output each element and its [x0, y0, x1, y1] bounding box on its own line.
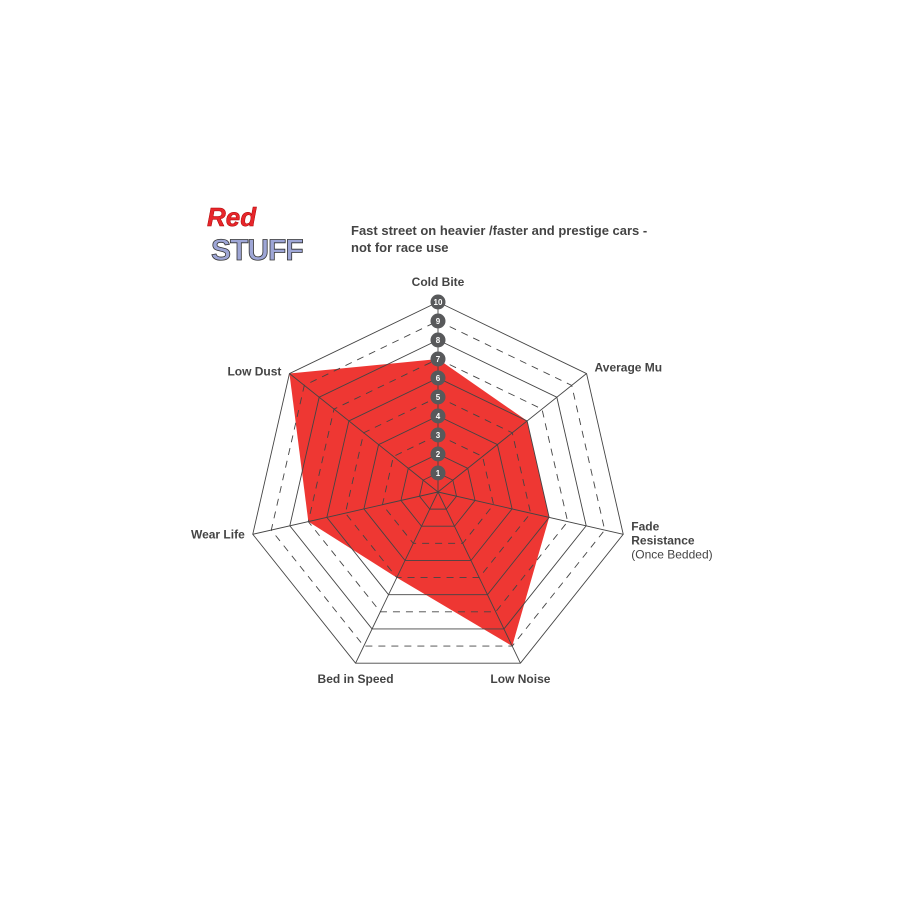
axis-label: Low Noise: [490, 672, 550, 686]
grid-ring-2: [400, 453, 476, 527]
tick-label: 2: [436, 450, 441, 459]
axis-label: Wear Life: [191, 527, 245, 541]
tick-badge: [430, 427, 446, 443]
axis-label: Cold Bite: [412, 275, 465, 289]
grid-ring-7: [307, 358, 569, 613]
axis-label: Average Mu: [595, 361, 663, 375]
grid-spoke: [437, 491, 624, 535]
tick-badge: [430, 294, 446, 310]
red-stuff-logo: Red STUFF: [207, 202, 305, 268]
tick-badge: [430, 408, 446, 424]
tick-label: 3: [436, 431, 441, 440]
grid-ring-4: [363, 415, 513, 561]
tick-badge: [430, 370, 446, 386]
grid-ring-1: [418, 472, 458, 510]
grid-spoke: [289, 373, 439, 493]
grid-ring-5: [344, 396, 532, 579]
axis-label: Bed in Speed: [318, 672, 394, 686]
tick-badge: [430, 446, 446, 462]
tick-label: 1: [436, 469, 441, 478]
tick-badge: [430, 332, 446, 348]
series-area: [289, 359, 550, 647]
tick-badge: [430, 465, 446, 481]
tick-label: 4: [436, 412, 441, 421]
tick-label: 9: [436, 317, 441, 326]
grid-spoke: [437, 491, 521, 664]
grid-ring-10: [252, 301, 624, 664]
svg-text:Red: Red: [207, 202, 257, 232]
axis-label: Low Dust: [227, 365, 281, 379]
grid-ring-3: [381, 434, 495, 544]
axis-label: Fade Resistance (Once Bedded): [631, 519, 712, 561]
tick-label: 10: [434, 298, 443, 307]
grid-spoke: [252, 491, 439, 535]
chart-subtitle: Fast street on heavier /faster and prest…: [351, 222, 671, 256]
tick-label: 7: [436, 355, 441, 364]
tick-label: 5: [436, 393, 441, 402]
subtitle-line-2: not for race use: [351, 240, 449, 255]
grid-ring-8: [289, 339, 587, 630]
grid-spoke: [437, 373, 587, 493]
tick-badge: [430, 389, 446, 405]
tick-label: 6: [436, 374, 441, 383]
tick-badge: [430, 313, 446, 329]
grid-ring-6: [326, 377, 550, 596]
grid-ring-9: [270, 320, 606, 647]
tick-label: 8: [436, 336, 441, 345]
svg-text:STUFF: STUFF: [211, 234, 303, 267]
tick-badge: [430, 351, 446, 367]
subtitle-line-1: Fast street on heavier /faster and prest…: [351, 223, 648, 238]
grid-spoke: [355, 491, 439, 664]
